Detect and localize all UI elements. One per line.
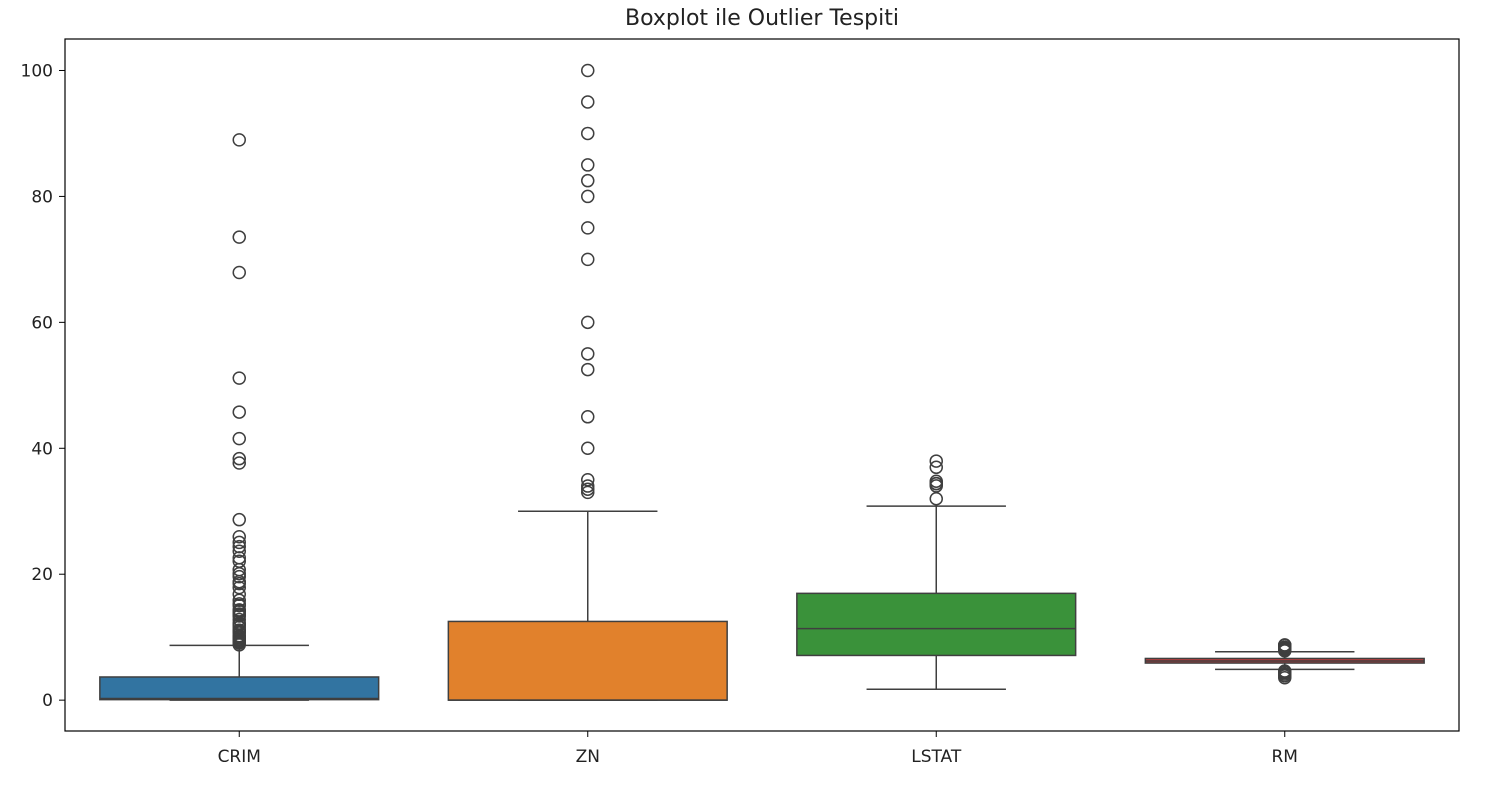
x-tick-label: CRIM — [218, 747, 261, 767]
outlier-point — [232, 544, 246, 558]
y-tick-label: 20 — [31, 565, 53, 585]
outlier-point — [581, 441, 595, 456]
y-tick-label: 100 — [21, 61, 53, 81]
outlier-point — [581, 221, 595, 235]
outlier-point — [1278, 644, 1292, 658]
y-tick-label: 40 — [31, 439, 53, 459]
outlier-point — [581, 63, 595, 78]
y-axis: 0 20 40 60 80 100 — [21, 61, 65, 711]
outlier-point — [581, 479, 595, 493]
outlier-point — [232, 529, 246, 544]
outlier-point — [581, 482, 595, 496]
chart-title: Boxplot ile Outlier Tespiti — [625, 6, 899, 31]
outlier-point — [232, 371, 246, 385]
outlier-point — [232, 638, 246, 652]
outlier-point — [581, 347, 595, 361]
outlier-point — [929, 454, 943, 468]
outlier-point — [929, 479, 943, 493]
outlier-point — [581, 173, 595, 188]
iqr-box — [99, 676, 380, 701]
outlier-point — [232, 230, 246, 244]
iqr-box — [447, 620, 728, 701]
outlier-point — [232, 576, 246, 591]
x-axis: CRIM ZN LSTAT RM — [218, 731, 1298, 767]
outlier-point — [581, 158, 595, 172]
outlier-point — [581, 95, 595, 109]
outlier-point — [581, 189, 595, 204]
y-tick-label: 0 — [42, 691, 53, 711]
boxes-layer — [99, 63, 1425, 701]
outlier-point — [232, 451, 246, 466]
outlier-point — [929, 460, 943, 475]
y-tick-label: 80 — [31, 187, 53, 207]
x-tick-label: ZN — [576, 747, 600, 767]
outlier-point — [581, 252, 595, 267]
outlier-point — [232, 598, 246, 613]
outlier-point — [929, 491, 943, 506]
outlier-point — [232, 265, 246, 280]
outlier-point — [232, 535, 246, 550]
outlier-point — [1278, 664, 1292, 678]
box-group-lstat — [796, 454, 1077, 691]
outlier-point — [581, 362, 595, 377]
outlier-point — [581, 485, 595, 500]
outlier-point — [581, 410, 595, 424]
box-group-rm — [1144, 638, 1425, 685]
iqr-box — [796, 592, 1077, 657]
outlier-point — [232, 512, 246, 527]
box-group-crim — [99, 133, 380, 701]
outlier-point — [232, 405, 246, 419]
x-tick-label: LSTAT — [911, 747, 962, 767]
x-tick-label: RM — [1272, 747, 1298, 767]
outlier-point — [581, 126, 595, 141]
outlier-point — [232, 456, 246, 470]
outlier-point — [581, 315, 595, 330]
plot-frame — [64, 38, 1460, 732]
outlier-point — [232, 569, 246, 584]
outlier-point — [232, 133, 246, 147]
outlier-point — [232, 431, 246, 446]
outlier-point — [232, 609, 246, 623]
y-tick-label: 60 — [31, 313, 53, 333]
box-group-zn — [447, 63, 728, 701]
